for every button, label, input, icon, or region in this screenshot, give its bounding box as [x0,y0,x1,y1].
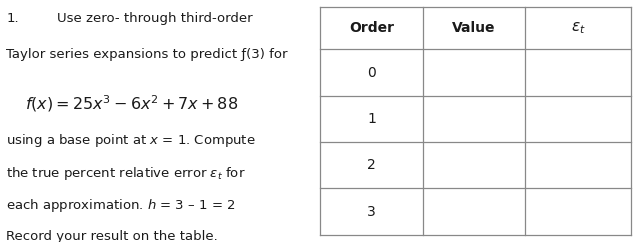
Text: using a base point at $x$ = 1. Compute: using a base point at $x$ = 1. Compute [6,132,256,149]
Text: each approximation. $h$ = 3 – 1 = 2: each approximation. $h$ = 3 – 1 = 2 [6,197,236,214]
Text: Taylor series expansions to predict ƒ(3) for: Taylor series expansions to predict ƒ(3)… [6,48,288,61]
Text: 2: 2 [367,158,376,172]
Text: $f(x) = 25x^3 - 6x^2 + 7x + 88$: $f(x) = 25x^3 - 6x^2 + 7x + 88$ [25,93,238,114]
Text: Order: Order [349,21,394,35]
Text: 3: 3 [367,204,376,219]
Text: Value: Value [452,21,496,35]
Text: $\varepsilon_t$: $\varepsilon_t$ [571,21,585,36]
Text: the true percent relative error $\varepsilon_t$ for: the true percent relative error $\vareps… [6,165,246,182]
Text: 1: 1 [367,112,376,126]
Text: Record your result on the table.: Record your result on the table. [6,230,218,242]
Text: 1.: 1. [6,12,19,25]
Text: 0: 0 [367,66,376,80]
Text: Use zero- through third-order: Use zero- through third-order [57,12,253,25]
